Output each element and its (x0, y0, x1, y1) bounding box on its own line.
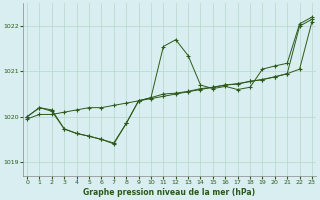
X-axis label: Graphe pression niveau de la mer (hPa): Graphe pression niveau de la mer (hPa) (84, 188, 256, 197)
